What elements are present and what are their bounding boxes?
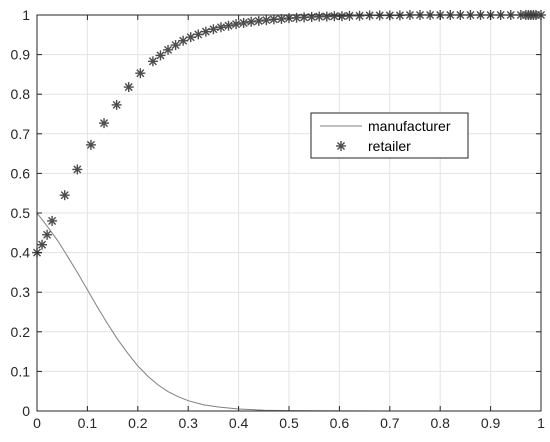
retailer-point bbox=[344, 10, 355, 21]
retailer-point bbox=[37, 239, 48, 250]
retailer-point bbox=[238, 17, 249, 28]
y-tick-label: 0.4 bbox=[11, 245, 31, 261]
x-tick-label: 0.4 bbox=[229, 415, 249, 431]
retailer-point bbox=[193, 29, 204, 40]
x-tick-label: 0.9 bbox=[481, 415, 501, 431]
retailer-point bbox=[253, 15, 264, 26]
y-tick-label: 0.8 bbox=[11, 86, 31, 102]
retailer-point bbox=[178, 35, 189, 46]
retailer-point bbox=[354, 10, 365, 21]
legend-retailer-marker bbox=[336, 141, 346, 151]
retailer-point bbox=[314, 11, 325, 22]
retailer-point bbox=[135, 68, 146, 79]
y-tick-label: 0.2 bbox=[11, 324, 31, 340]
retailer-point bbox=[208, 24, 219, 35]
retailer-point bbox=[321, 11, 332, 22]
y-tick-label: 1 bbox=[22, 7, 30, 23]
x-tick-label: 1 bbox=[537, 415, 545, 431]
y-tick-label: 0.1 bbox=[11, 363, 31, 379]
retailer-point bbox=[246, 16, 257, 27]
legend-manufacturer-label: manufacturer bbox=[368, 118, 451, 134]
retailer-point bbox=[111, 99, 122, 110]
retailer-point bbox=[170, 40, 181, 51]
y-tick-label: 0.3 bbox=[11, 284, 31, 300]
y-tick-label: 0.9 bbox=[11, 47, 31, 63]
x-tick-label: 0.1 bbox=[78, 415, 98, 431]
retailer-point bbox=[231, 19, 242, 30]
x-tick-label: 0.8 bbox=[430, 415, 450, 431]
x-tick-label: 0.3 bbox=[178, 415, 198, 431]
x-tick-label: 0.2 bbox=[128, 415, 148, 431]
y-tick-label: 0 bbox=[22, 403, 30, 419]
y-tick-label: 0.7 bbox=[11, 126, 31, 142]
legend-retailer-label: retailer bbox=[368, 138, 411, 154]
retailer-point bbox=[215, 22, 226, 33]
retailer-point bbox=[163, 44, 174, 55]
retailer-point bbox=[147, 56, 158, 67]
y-tick-label: 0.5 bbox=[11, 205, 31, 221]
x-tick-label: 0.6 bbox=[330, 415, 350, 431]
x-tick-label: 0.7 bbox=[380, 415, 400, 431]
retailer-point bbox=[123, 82, 134, 93]
y-tick-label: 0.6 bbox=[11, 165, 31, 181]
x-tick-label: 0 bbox=[33, 415, 41, 431]
axis-ticks: 0 0.1 0.2 0.3 0.4 0.5 0.6 0.7 0.8 0.9 1 0 0.1 0.2 0.3 0… bbox=[11, 7, 546, 431]
retailer-point bbox=[42, 229, 53, 240]
retailer-point bbox=[59, 190, 70, 201]
retailer-point bbox=[185, 32, 196, 43]
retailer-point bbox=[200, 26, 211, 37]
retailer-point bbox=[261, 15, 272, 26]
x-tick-label: 0.5 bbox=[279, 415, 299, 431]
retailer-point bbox=[223, 20, 234, 31]
retailer-point bbox=[99, 118, 110, 129]
legend: manufacturer retailer bbox=[310, 112, 469, 159]
retailer-point bbox=[72, 164, 83, 175]
legend-asterisk bbox=[336, 141, 346, 151]
retailer-point bbox=[85, 139, 96, 150]
retailer-point bbox=[276, 13, 287, 24]
retailer-point bbox=[155, 50, 166, 61]
legend-box bbox=[310, 112, 469, 159]
grid bbox=[37, 15, 541, 411]
retailer-point bbox=[47, 215, 58, 226]
